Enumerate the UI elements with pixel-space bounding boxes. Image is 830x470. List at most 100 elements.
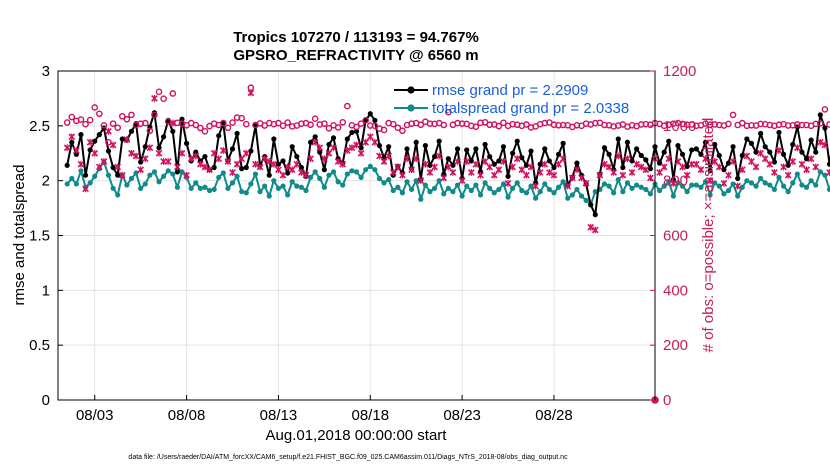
totalspread-point — [606, 183, 612, 189]
totalspread-point — [445, 185, 451, 191]
rmse-point — [170, 128, 176, 134]
totalspread-point — [128, 175, 135, 182]
obs-assimilated-point — [628, 169, 636, 176]
totalspread-point — [744, 178, 750, 184]
rmse-point — [721, 167, 727, 173]
obs-assimilated-point — [458, 177, 466, 185]
totalspread-point — [363, 167, 369, 173]
rmse-point — [803, 156, 810, 162]
rmse-point — [716, 152, 722, 159]
obs-assimilated-point — [114, 163, 122, 171]
totalspread-point — [675, 180, 681, 186]
rmse-point — [505, 173, 511, 179]
obs-assimilated-point — [472, 160, 480, 168]
rmse-point — [138, 159, 144, 165]
obs-assimilated-point — [206, 166, 213, 174]
obs-assimilated-point — [555, 160, 562, 168]
totalspread-point — [491, 190, 497, 196]
obs-assimilated-point — [265, 158, 273, 165]
rmse-point — [496, 158, 502, 164]
totalspread-point — [307, 174, 314, 180]
obs-assimilated-point — [780, 163, 787, 171]
totalspread-point — [344, 171, 350, 177]
rmse-point — [753, 149, 759, 155]
totalspread-point — [643, 186, 649, 193]
rmse-point — [661, 149, 667, 155]
totalspread-point — [64, 181, 70, 187]
obs-possible-point — [160, 95, 167, 102]
obs-assimilated-point — [178, 149, 186, 157]
totalspread-point — [565, 195, 571, 201]
rmse-point — [684, 163, 690, 170]
x-tick-label: 08/08 — [168, 407, 206, 424]
obs-assimilated-point — [376, 152, 383, 160]
obs-assimilated-point — [288, 166, 296, 174]
obs-assimilated-point — [128, 149, 135, 157]
obs-assimilated-point — [738, 166, 746, 174]
obs-possible-point — [192, 121, 200, 129]
obs-assimilated-point — [174, 163, 181, 171]
totalspread-point — [239, 189, 245, 195]
obs-assimilated-point — [440, 174, 448, 182]
rmse-point — [487, 153, 493, 160]
obs-assimilated-point — [568, 174, 576, 182]
totalspread-point — [197, 185, 203, 191]
totalspread-point — [712, 180, 718, 186]
rmse-point — [698, 151, 704, 157]
obs-assimilated-point — [550, 171, 558, 179]
series-markers — [63, 84, 830, 404]
y-axis-ticks: 0 0.5 1 1.5 2 2.5 3 — [29, 63, 63, 409]
obs-possible-point — [394, 124, 402, 132]
y2-tick-label: 1000 — [663, 118, 696, 135]
totalspread-point — [510, 185, 516, 191]
totalspread-point — [105, 172, 112, 178]
totalspread-point — [799, 182, 805, 188]
totalspread-point — [790, 180, 796, 186]
rmse-point — [285, 170, 291, 176]
totalspread-point — [767, 182, 773, 188]
obs-assimilated-point — [541, 160, 549, 168]
rmse-point — [555, 151, 562, 157]
obs-assimilated-point — [316, 144, 324, 152]
obs-assimilated-point — [385, 152, 393, 160]
obs-assimilated-point — [775, 147, 783, 154]
totalspread-point — [739, 184, 745, 190]
obs-possible-point — [380, 126, 388, 134]
obs-assimilated-point — [105, 127, 112, 135]
totalspread-point — [211, 186, 217, 193]
rmse-point — [588, 202, 594, 208]
totalspread-point — [624, 180, 631, 186]
rmse-point — [601, 145, 608, 151]
rmse-point — [817, 112, 823, 118]
totalspread-point — [335, 179, 341, 185]
totalspread-point — [376, 175, 383, 182]
rmse-point — [87, 147, 93, 153]
totalspread-point — [822, 172, 828, 178]
obs-assimilated-point — [435, 152, 443, 160]
rmse-point — [78, 132, 84, 138]
obs-possible-point — [201, 128, 209, 135]
obs-assimilated-point — [353, 141, 360, 149]
rmse-point — [707, 168, 713, 174]
rmse-point — [64, 162, 70, 168]
rmse-point — [620, 164, 626, 171]
obs-possible-point — [417, 121, 425, 129]
rmse-point — [482, 141, 488, 148]
obs-possible-point — [399, 127, 406, 135]
totalspread-point — [468, 187, 474, 194]
gridlines — [58, 71, 655, 400]
obs-assimilated-point — [77, 160, 85, 168]
obs-assimilated-point — [164, 158, 172, 165]
obs-assimilated-point — [536, 169, 544, 176]
rmse-point — [183, 140, 190, 146]
obs-assimilated-point — [82, 185, 89, 193]
totalspread-point — [280, 183, 286, 189]
obs-assimilated-point — [513, 155, 521, 163]
rmse-point — [353, 128, 360, 134]
obs-possible-point — [738, 119, 746, 127]
obs-assimilated-point — [141, 155, 149, 163]
totalspread-point — [592, 189, 598, 195]
totalspread-point — [528, 183, 534, 189]
rmse-point — [634, 146, 640, 152]
rmse-point — [174, 169, 180, 175]
